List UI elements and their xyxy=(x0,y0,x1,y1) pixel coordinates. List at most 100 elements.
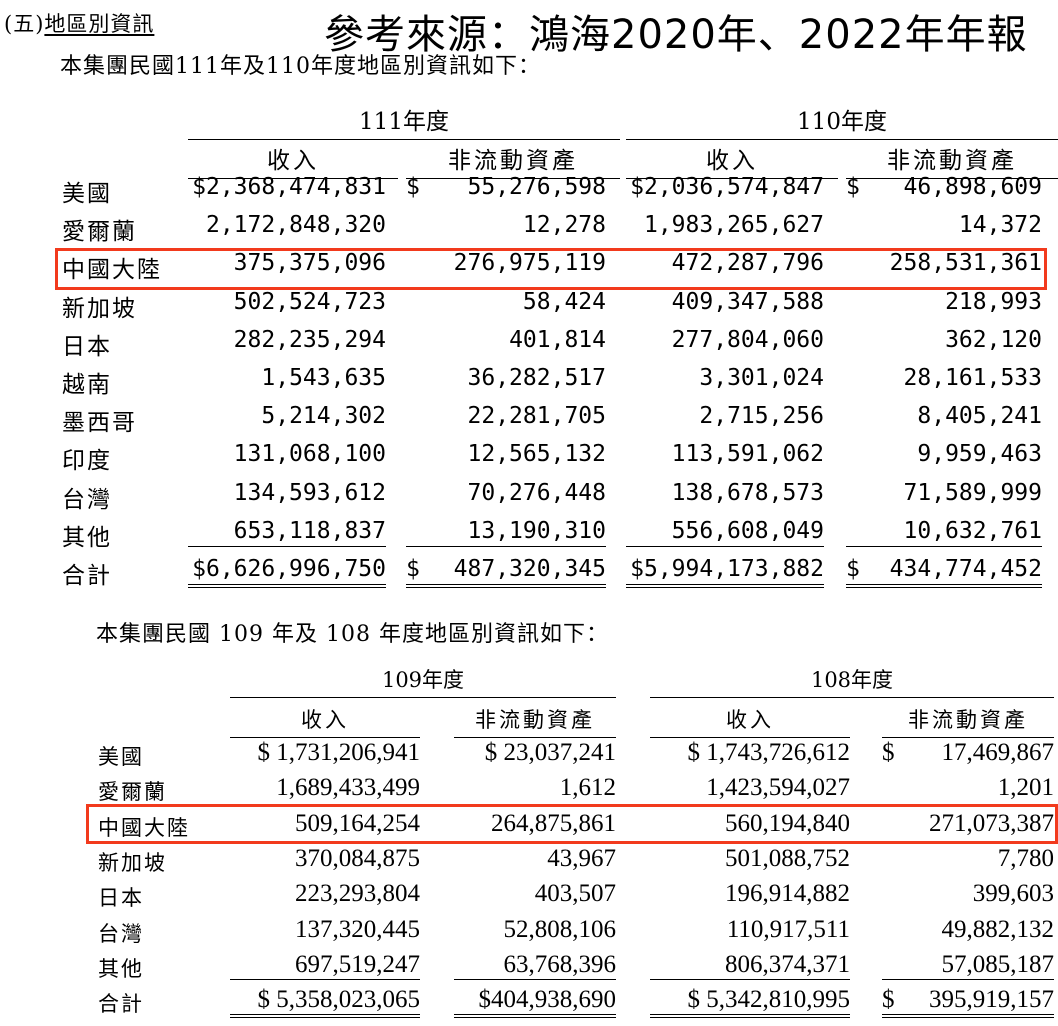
table1-cell: 409,347,588 xyxy=(626,289,824,315)
table2-row-label: 台灣 xyxy=(98,921,144,946)
table2-value: 1,201 xyxy=(997,774,1054,802)
table1-cell: 277,804,060 xyxy=(626,327,824,353)
table1-value: 653,118,837 xyxy=(233,517,386,544)
table1-cell: 2,172,848,320 xyxy=(188,212,386,238)
table1-row-label: 台灣 xyxy=(62,486,112,513)
table1-col-noncurrent-111: 非流動資產 xyxy=(406,141,620,179)
table1-row-label: 愛爾蘭 xyxy=(62,219,137,246)
highlight-box-table2 xyxy=(86,804,1058,844)
table1-cell: 258,531,361 xyxy=(846,250,1042,276)
table1-col-revenue-111: 收入 xyxy=(188,141,398,179)
table2-value: 63,768,396 xyxy=(503,950,617,978)
table1-cell: 1,543,635 xyxy=(188,365,386,391)
table2-cell: 43,967 xyxy=(454,845,616,873)
table2-value: 501,088,752 xyxy=(725,844,850,872)
table2-row-label: 其他 xyxy=(98,956,144,981)
table2-cell: 403,507 xyxy=(454,880,616,908)
table1-value: 113,591,062 xyxy=(671,441,824,468)
table1-value: 12,565,132 xyxy=(467,441,606,468)
table2-value: 1,612 xyxy=(559,774,616,802)
currency-symbol: $ xyxy=(406,174,420,200)
table1-cell: 70,276,448 xyxy=(406,480,606,506)
table2-cell: 399,603 xyxy=(882,880,1054,908)
table2-value: 57,085,187 xyxy=(941,950,1055,978)
table1-value: 2,715,256 xyxy=(699,403,824,430)
table2-value: 196,914,882 xyxy=(725,880,850,908)
table1-cell: 14,372 xyxy=(846,212,1042,238)
table1-cell: 12,278 xyxy=(406,212,606,238)
table2-value: 223,293,804 xyxy=(295,880,420,908)
table1-cell: 401,814 xyxy=(406,327,606,353)
table2-cell: 196,914,882 xyxy=(650,880,850,908)
table1-cell: 36,282,517 xyxy=(406,365,606,391)
table1-value: 282,235,294 xyxy=(233,326,386,353)
table2-value: $ 5,342,810,995 xyxy=(687,986,851,1014)
table1-row-label: 墨西哥 xyxy=(62,410,137,437)
table2-cell: 1,689,433,499 xyxy=(230,774,420,802)
table1-cell: 10,632,761 xyxy=(846,518,1042,547)
table2-cell: $395,919,157 xyxy=(882,986,1054,1019)
table1-value: 22,281,705 xyxy=(467,403,606,430)
table2-value: 43,967 xyxy=(547,844,616,872)
section-prefix: (五) xyxy=(4,12,45,36)
table1-value: 472,287,796 xyxy=(671,250,824,277)
table2-cell: $404,938,690 xyxy=(454,986,617,1019)
table1-value: $5,994,173,882 xyxy=(630,556,824,582)
table2-cell: 52,808,106 xyxy=(454,916,617,944)
table2-col-noncurrent-109: 非流動資產 xyxy=(454,704,616,738)
table2-value: 370,084,875 xyxy=(295,844,420,872)
table1-value: 55,276,598 xyxy=(467,174,606,200)
table2-value: 17,469,867 xyxy=(941,739,1055,766)
table2-row-label: 愛爾蘭 xyxy=(98,780,167,805)
table1-cell: 28,161,533 xyxy=(846,365,1042,391)
table2-value: 49,882,132 xyxy=(941,915,1055,943)
table1-value: 138,678,573 xyxy=(671,479,824,506)
table2-value: $ 1,743,726,612 xyxy=(687,739,851,766)
table2-value: 1,423,594,027 xyxy=(706,774,850,802)
table1-cell: 22,281,705 xyxy=(406,403,606,429)
table1-value: 409,347,588 xyxy=(671,288,824,315)
table1-value: 1,983,265,627 xyxy=(643,212,824,239)
table2-cell: 560,194,840 xyxy=(650,810,850,838)
table1-cell: 2,715,256 xyxy=(626,403,824,429)
table1-cell: 5,214,302 xyxy=(188,403,386,429)
table1-value: 14,372 xyxy=(958,212,1042,239)
table1-cell: 134,593,612 xyxy=(188,480,386,506)
table2-cell: 63,768,396 xyxy=(454,951,616,980)
table1-cell: 58,424 xyxy=(406,289,606,315)
table1-value: 71,589,999 xyxy=(903,479,1042,506)
table2-intro: 本集團民國 109 年及 108 年度地區別資訊如下： xyxy=(96,622,609,647)
table1-cell: $46,898,609 xyxy=(846,174,1042,200)
table1-value: 218,993 xyxy=(945,288,1042,315)
source-note: 參考來源：鴻海2020年、2022年年報 xyxy=(324,12,1028,58)
table2-cell: $ 5,342,810,995 xyxy=(650,986,851,1019)
table2-cell: 110,917,511 xyxy=(650,916,850,944)
section-title: (五)地區別資訊 xyxy=(4,8,154,38)
table2-year-right: 108年度 xyxy=(650,664,1054,698)
table1-year-right: 110年度 xyxy=(626,102,1058,140)
table2-value: 697,519,247 xyxy=(295,950,420,978)
table1-cell: 502,524,723 xyxy=(188,289,386,315)
table1-value: 131,068,100 xyxy=(233,441,386,468)
table1-value: 277,804,060 xyxy=(671,326,824,353)
table2-value: 264,875,861 xyxy=(491,809,616,837)
table2-value: 560,194,840 xyxy=(725,809,850,837)
table1-cell: 12,565,132 xyxy=(406,441,606,467)
table1-cell: 13,190,310 xyxy=(406,518,606,547)
table1-row-label: 新加坡 xyxy=(62,295,137,322)
table2-cell: 1,612 xyxy=(454,774,616,802)
table1-row-label: 中國大陸 xyxy=(62,257,162,284)
table1-cell: $2,368,474,831 xyxy=(188,174,386,200)
table1-cell: 375,375,096 xyxy=(188,250,386,276)
table2-value: $404,938,690 xyxy=(478,986,617,1014)
table1-cell: 8,405,241 xyxy=(846,403,1042,429)
table2-col-noncurrent-108: 非流動資產 xyxy=(882,704,1054,738)
table1-value: 258,531,361 xyxy=(889,250,1042,277)
table1-row-label: 美國 xyxy=(62,181,112,207)
table1-value: 134,593,612 xyxy=(233,479,386,506)
table1-value: 3,301,024 xyxy=(699,365,824,391)
table1-year-left: 111年度 xyxy=(188,102,620,140)
table2-cell: 49,882,132 xyxy=(882,915,1055,944)
table2-row-label: 日本 xyxy=(98,886,144,911)
table1-value: 276,975,119 xyxy=(453,250,606,277)
